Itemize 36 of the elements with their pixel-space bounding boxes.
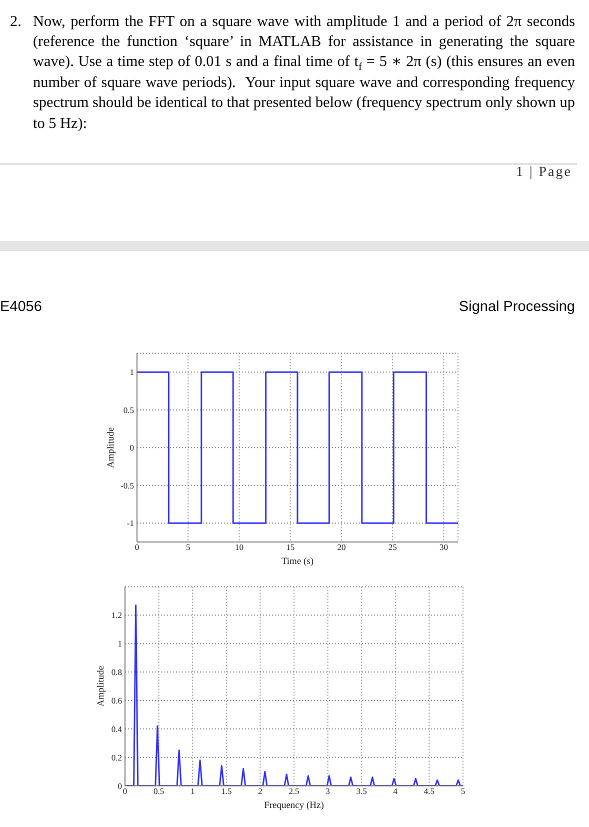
y-tick-label: -1	[126, 518, 134, 528]
x-tick-label: 5	[460, 786, 466, 796]
y-tick-label: 1	[118, 638, 122, 649]
y-tick-label: 0.4	[111, 724, 123, 734]
text: Now, perform the FFT on a square wave with amplitude 1 and a period of 2π seconds (reference the function ‘square’ in MATLAB for assistance in generating the square wave). Use a time step of 0.01 s and a final time of t$_{f}$ = 5 ∗ 2π (s) (this ensures an even number of square wave periods). Your input square wave and corresponding frequency spectrum should be identical to that presented below (frequency spectrum only shown up to 5 Hz):	[33, 12, 575, 134]
x-tick-label: 1.5	[221, 786, 232, 796]
y-tick-label: 1.2	[111, 610, 122, 620]
x-axis-title: Time (s)	[281, 557, 314, 567]
x-tick-label: 3.5	[356, 786, 367, 796]
x-tick-label: 3	[326, 786, 330, 796]
x-tick-label: 10	[234, 542, 244, 552]
x-tick-label: 4.5	[424, 786, 435, 796]
x-tick-label: 5	[186, 542, 190, 552]
y-tick-label: 0.6	[111, 695, 122, 706]
y-tick-label: -0.5	[120, 480, 134, 490]
text: 1 | Page	[516, 165, 572, 181]
y-axis-title: Amplitude	[96, 666, 106, 707]
y-tick-label: 1	[130, 367, 134, 378]
y-tick-label: 0	[130, 442, 134, 453]
x-tick-label: 15	[286, 542, 295, 552]
y-tick-label: 0.8	[111, 667, 122, 678]
x-tick-label: 0.5	[153, 786, 164, 796]
x-tick-label: 2.5	[288, 786, 300, 796]
x-tick-label: 25	[388, 542, 397, 552]
x-axis-title: Frequency (Hz)	[264, 800, 324, 811]
y-tick-label: 0.5	[123, 404, 134, 415]
x-tick-label: 2	[258, 786, 262, 796]
x-tick-label: 1	[190, 786, 195, 796]
text: 2.	[10, 12, 22, 32]
x-tick-label: 4	[393, 786, 398, 796]
y-axis-title: Amplitude	[106, 427, 116, 468]
y-tick-label: 0.2	[111, 752, 122, 762]
text: Signal Processing	[458, 299, 575, 315]
x-tick-label: 20	[337, 542, 346, 552]
text: E4056	[0, 299, 42, 315]
x-tick-label: 30	[439, 542, 448, 552]
